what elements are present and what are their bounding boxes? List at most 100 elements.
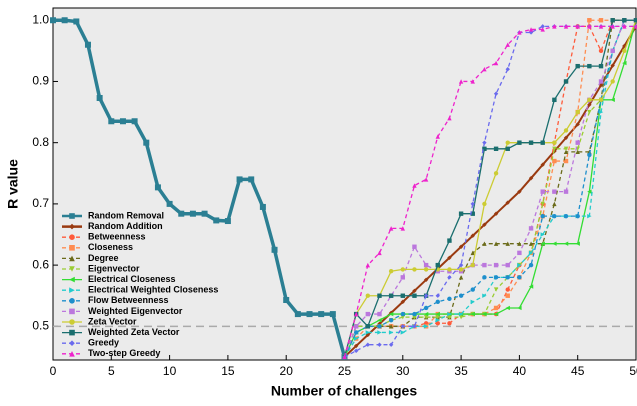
legend-marker [69, 255, 75, 262]
series [342, 18, 637, 360]
marker [178, 210, 185, 217]
marker [365, 262, 371, 268]
marker [447, 115, 452, 121]
legend-label: Zeta Vector [88, 316, 137, 326]
marker [388, 324, 394, 329]
marker [505, 42, 510, 47]
marker [540, 213, 545, 219]
marker [598, 18, 604, 23]
marker [470, 211, 475, 216]
marker [388, 293, 394, 298]
marker [423, 293, 429, 298]
marker [412, 324, 417, 329]
marker [493, 275, 499, 280]
marker [377, 250, 382, 256]
marker [552, 158, 557, 164]
legend-label: Random Removal [88, 210, 164, 220]
marker [610, 63, 615, 68]
marker [50, 17, 56, 24]
marker [329, 311, 336, 318]
marker [528, 30, 534, 35]
y-tick-label: 0.6 [32, 257, 49, 271]
series-line [343, 25, 636, 358]
marker [412, 288, 417, 294]
series [342, 18, 637, 360]
marker [610, 79, 615, 84]
marker [505, 200, 510, 205]
marker [622, 48, 627, 54]
marker [587, 213, 592, 219]
marker [131, 118, 138, 125]
marker [563, 213, 569, 219]
marker [493, 60, 499, 66]
marker [400, 330, 405, 335]
marker [447, 311, 452, 317]
marker [493, 262, 499, 268]
legend-label: Weighted Zeta Vector [88, 327, 180, 337]
legend-marker [69, 234, 75, 240]
marker [505, 140, 510, 145]
marker [575, 241, 580, 246]
marker [610, 24, 615, 29]
series [50, 17, 348, 360]
marker [587, 63, 592, 69]
marker [575, 140, 580, 145]
marker [517, 305, 522, 311]
marker [517, 250, 522, 256]
marker [622, 18, 627, 23]
x-tick-label: 10 [163, 364, 177, 378]
marker [493, 91, 499, 96]
marker [563, 149, 569, 155]
x-tick-label: 50 [629, 364, 637, 378]
marker [201, 210, 208, 217]
series [342, 24, 637, 360]
marker [435, 321, 440, 326]
legend-marker [69, 276, 75, 283]
marker [353, 348, 359, 354]
series-line [343, 19, 636, 358]
marker [470, 79, 475, 84]
marker [540, 232, 545, 237]
marker [166, 200, 173, 207]
marker [342, 354, 347, 360]
marker [493, 146, 499, 151]
marker [575, 24, 580, 29]
legend-label: Weighted Eigenvector [88, 306, 183, 316]
legend-marker [69, 298, 75, 304]
marker [540, 24, 545, 29]
marker [435, 134, 440, 139]
marker [563, 128, 569, 133]
marker [528, 175, 534, 181]
marker [458, 262, 464, 268]
marker [563, 79, 569, 84]
marker [517, 140, 522, 145]
marker [365, 324, 371, 329]
marker [552, 24, 557, 29]
marker [388, 342, 394, 347]
legend-marker [69, 308, 75, 315]
marker [598, 109, 604, 115]
marker [517, 275, 522, 280]
marker [575, 149, 580, 155]
marker [528, 241, 534, 246]
marker [318, 311, 325, 318]
marker [388, 318, 394, 323]
marker [493, 211, 499, 216]
marker [528, 284, 534, 289]
x-tick-label: 0 [50, 364, 57, 378]
series-line [343, 19, 636, 358]
series [342, 24, 637, 360]
marker [552, 201, 557, 207]
marker [493, 171, 499, 176]
marker [435, 311, 440, 317]
legend-label: Eigenvector [88, 263, 140, 273]
marker [540, 189, 545, 194]
marker [353, 336, 359, 341]
marker [563, 158, 569, 164]
marker [154, 184, 161, 191]
marker [505, 146, 510, 151]
marker [447, 321, 452, 326]
marker [540, 140, 545, 145]
x-tick-label: 40 [513, 364, 527, 378]
